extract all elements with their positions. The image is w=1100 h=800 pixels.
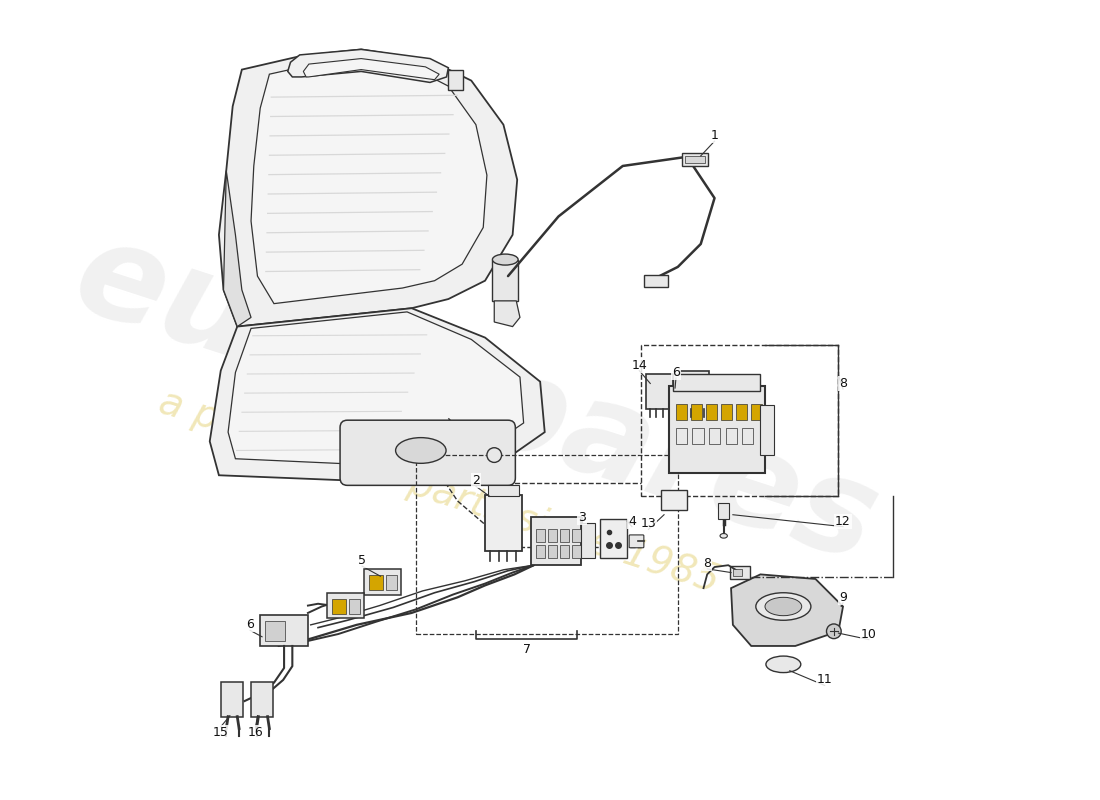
Bar — [582, 523, 595, 558]
Polygon shape — [288, 50, 449, 82]
Bar — [718, 502, 729, 519]
Circle shape — [826, 624, 842, 638]
Text: 5: 5 — [359, 554, 366, 567]
Ellipse shape — [493, 254, 518, 265]
Bar — [676, 404, 688, 420]
Polygon shape — [228, 312, 524, 464]
Bar — [706, 404, 717, 420]
Bar — [531, 518, 582, 566]
Polygon shape — [494, 301, 520, 326]
Bar — [265, 621, 285, 642]
Bar — [221, 682, 243, 717]
Bar — [386, 575, 397, 590]
Text: 13: 13 — [640, 518, 657, 530]
Text: eurospares: eurospares — [59, 210, 892, 590]
Bar — [641, 345, 838, 496]
Bar — [368, 575, 383, 590]
Bar — [673, 374, 760, 391]
Bar — [685, 156, 705, 163]
Text: 10: 10 — [861, 627, 877, 641]
Bar — [364, 569, 400, 594]
Bar — [485, 494, 521, 551]
Text: a passion for parts since 1985: a passion for parts since 1985 — [154, 383, 724, 601]
Text: 7: 7 — [524, 643, 531, 656]
Polygon shape — [732, 574, 843, 646]
Bar — [644, 275, 668, 287]
Bar — [549, 530, 557, 542]
Text: 8: 8 — [839, 377, 847, 390]
Ellipse shape — [396, 438, 447, 463]
Polygon shape — [251, 61, 487, 304]
Text: 9: 9 — [839, 591, 847, 604]
Bar — [726, 427, 737, 444]
Ellipse shape — [756, 593, 811, 620]
Text: 1: 1 — [711, 129, 718, 142]
Ellipse shape — [764, 598, 802, 616]
Bar — [572, 545, 581, 558]
Bar — [693, 427, 704, 444]
Bar — [537, 545, 544, 558]
Bar — [416, 455, 678, 634]
Bar — [676, 427, 688, 444]
Bar — [487, 486, 519, 496]
Bar — [742, 427, 754, 444]
Text: 3: 3 — [579, 511, 586, 524]
Ellipse shape — [720, 534, 727, 538]
FancyBboxPatch shape — [340, 420, 516, 486]
Polygon shape — [219, 50, 517, 326]
Bar — [560, 545, 569, 558]
Ellipse shape — [766, 656, 801, 673]
Bar — [669, 386, 764, 474]
Bar — [710, 427, 720, 444]
Bar — [600, 519, 627, 558]
Text: 14: 14 — [631, 358, 647, 372]
Bar — [661, 490, 688, 510]
Bar — [730, 566, 750, 579]
Bar — [332, 599, 346, 614]
Bar — [572, 530, 581, 542]
Circle shape — [487, 448, 502, 462]
Text: 4: 4 — [628, 514, 636, 528]
Text: 11: 11 — [817, 674, 833, 686]
Text: 6: 6 — [246, 618, 254, 631]
Bar — [680, 370, 710, 409]
Text: 8: 8 — [703, 557, 712, 570]
Text: 2: 2 — [472, 474, 480, 487]
Bar — [733, 569, 742, 576]
Polygon shape — [304, 58, 439, 80]
Text: 15: 15 — [212, 726, 229, 738]
Bar — [691, 404, 702, 420]
Bar — [646, 374, 673, 409]
Bar — [449, 70, 463, 90]
Bar — [261, 614, 308, 646]
Polygon shape — [223, 170, 251, 326]
Bar — [560, 530, 569, 542]
Bar — [736, 404, 747, 420]
Bar — [493, 259, 518, 301]
Polygon shape — [210, 308, 544, 481]
Bar — [682, 153, 708, 166]
FancyBboxPatch shape — [629, 535, 644, 548]
Text: 12: 12 — [835, 514, 851, 528]
Bar — [327, 593, 364, 618]
Bar — [760, 405, 774, 455]
Bar — [349, 599, 361, 614]
Text: 6: 6 — [672, 366, 680, 379]
Bar — [251, 682, 273, 717]
Bar — [722, 404, 733, 420]
Bar — [537, 530, 544, 542]
Bar — [751, 404, 762, 420]
Text: 16: 16 — [248, 726, 264, 738]
Bar — [549, 545, 557, 558]
